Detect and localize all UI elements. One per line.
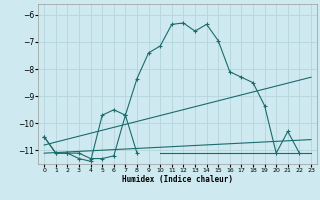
X-axis label: Humidex (Indice chaleur): Humidex (Indice chaleur) <box>122 175 233 184</box>
